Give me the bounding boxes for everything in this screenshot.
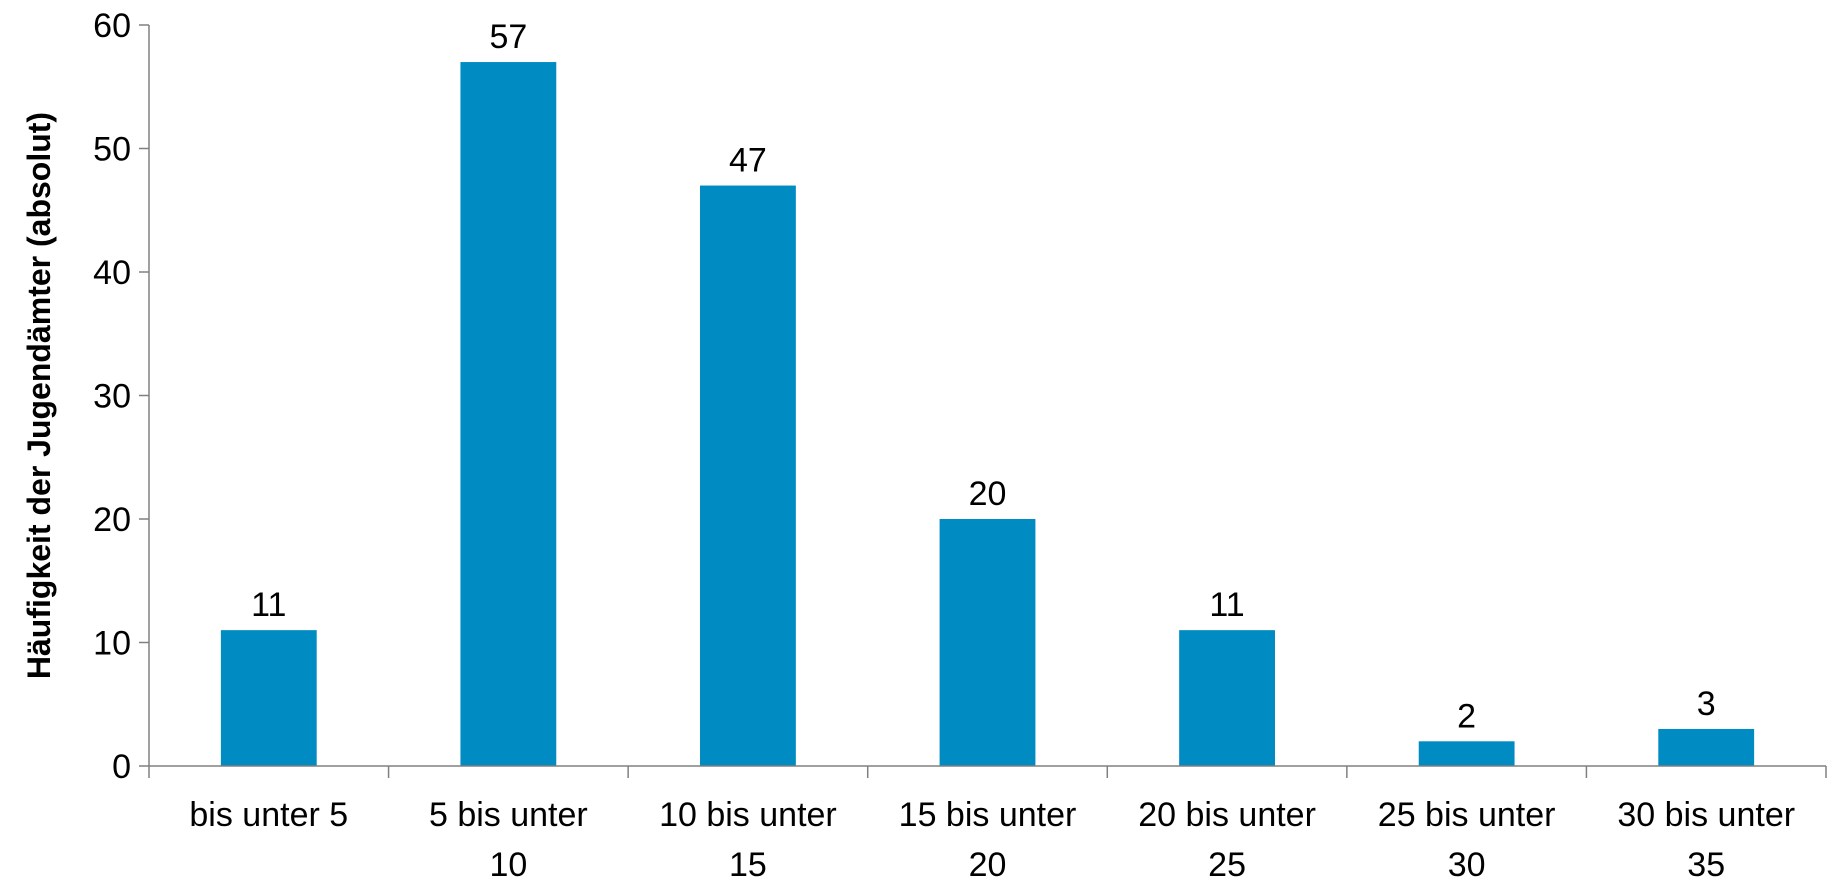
bar bbox=[1658, 728, 1755, 766]
data-label: 11 bbox=[1209, 586, 1244, 624]
bar bbox=[939, 519, 1036, 766]
y-tick-label: 40 bbox=[93, 254, 131, 292]
data-label: 20 bbox=[969, 475, 1007, 513]
data-label: 2 bbox=[1457, 697, 1476, 735]
x-tick-label: 15 bis unter 20 bbox=[899, 796, 1077, 883]
bar bbox=[220, 630, 317, 766]
bar bbox=[700, 185, 796, 767]
x-tick-label: 10 bis unter 15 bbox=[659, 796, 837, 883]
y-tick-label: 10 bbox=[93, 625, 131, 663]
data-label: 3 bbox=[1697, 685, 1716, 723]
bar bbox=[1418, 741, 1515, 766]
x-tick-label: 20 bis unter 25 bbox=[1138, 796, 1316, 883]
y-tick-label: 0 bbox=[112, 748, 131, 786]
x-tick-label: 5 bis unter 10 bbox=[429, 796, 588, 883]
data-label: 47 bbox=[729, 142, 767, 180]
bar bbox=[460, 62, 557, 767]
y-axis-title: Häufigkeit der Jugendämter (absolut) bbox=[21, 112, 57, 679]
bar bbox=[1179, 630, 1275, 766]
x-tick-label: bis unter 5 bbox=[189, 796, 348, 834]
x-tick-label: 30 bis unter 35 bbox=[1617, 796, 1795, 883]
data-label: 57 bbox=[489, 18, 527, 56]
data-label: 11 bbox=[251, 586, 286, 624]
x-tick-label: 25 bis unter 30 bbox=[1378, 796, 1556, 883]
y-tick-label: 50 bbox=[93, 131, 131, 169]
y-tick-label: 30 bbox=[93, 378, 131, 416]
y-tick-label: 20 bbox=[93, 501, 131, 539]
y-tick-label: 60 bbox=[93, 7, 131, 45]
